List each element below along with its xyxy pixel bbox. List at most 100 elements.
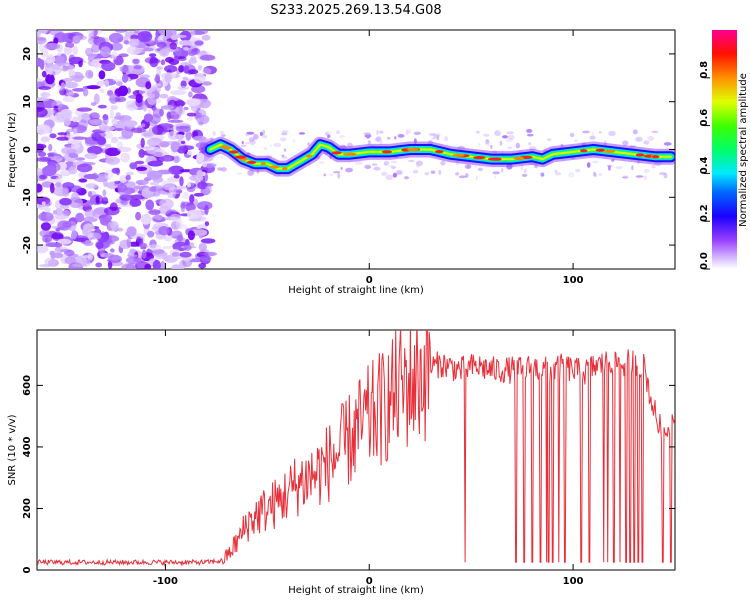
noise-blob — [186, 117, 194, 121]
noise-blob — [69, 185, 83, 193]
noise-blob — [47, 178, 61, 183]
noise-blob — [171, 264, 182, 269]
noise-blob — [458, 175, 467, 179]
noise-blob — [163, 234, 173, 242]
noise-blob — [108, 32, 124, 44]
noise-blob — [40, 222, 52, 231]
noise-blob — [117, 227, 124, 232]
noise-blob — [55, 182, 62, 188]
noise-blob — [84, 209, 96, 219]
ridge-peak — [222, 146, 232, 150]
noise-blob — [379, 139, 383, 145]
noise-blob — [111, 167, 120, 174]
noise-blob — [121, 263, 136, 269]
noise-blob — [154, 77, 161, 83]
noise-blob — [647, 136, 655, 141]
noise-blob — [621, 176, 629, 179]
noise-blob — [82, 216, 98, 223]
noise-blob — [50, 182, 55, 194]
y-tick-label: 10 — [22, 95, 33, 109]
noise-blob — [154, 214, 163, 220]
noise-blob — [107, 220, 119, 232]
noise-blob — [507, 146, 513, 150]
noise-blob — [186, 98, 201, 107]
noise-blob — [159, 93, 169, 99]
snr-panel: -100 0 100 0 200 400 600 Height of straight l… — [7, 329, 676, 596]
noise-blob — [104, 79, 109, 88]
noise-blob — [598, 131, 602, 134]
noise-blob — [236, 172, 243, 175]
noise-blob — [177, 85, 189, 91]
noise-blob — [154, 86, 161, 93]
noise-blob — [48, 66, 53, 76]
noise-blob — [180, 141, 186, 144]
noise-blob — [129, 248, 136, 254]
noise-blob — [41, 165, 57, 177]
colorbar-gradient — [712, 30, 737, 269]
noise-blob — [198, 262, 207, 269]
noise-blob — [141, 249, 147, 259]
noise-blob — [99, 247, 105, 258]
noise-blob — [135, 93, 143, 104]
noise-blob — [153, 151, 163, 157]
noise-blob — [263, 146, 268, 151]
noise-blob — [204, 185, 212, 195]
noise-blob — [63, 47, 72, 55]
noise-blob — [159, 48, 170, 57]
noise-blob — [42, 59, 54, 64]
noise-blob — [37, 30, 49, 34]
noise-blob — [622, 140, 629, 146]
noise-blob — [526, 133, 534, 137]
colorbar-label: Normalized spectral amplitude — [738, 73, 749, 227]
noise-blob — [180, 62, 192, 66]
ridge-peak — [635, 153, 645, 157]
ridge-peak — [473, 156, 486, 160]
ridge-peak — [652, 155, 660, 159]
noise-blob — [81, 255, 92, 259]
ridge-peak — [411, 147, 419, 152]
colorbar-tick-label: 0.2 — [699, 204, 710, 222]
noise-blob — [174, 122, 188, 127]
noise-blob — [81, 258, 91, 267]
noise-blob — [78, 60, 83, 68]
x-tick-label: 0 — [366, 576, 373, 587]
noise-blob — [424, 172, 430, 176]
noise-blob — [127, 104, 135, 108]
noise-blob — [148, 93, 156, 99]
noise-blob — [37, 36, 47, 45]
noise-blob — [363, 132, 371, 135]
noise-blob — [178, 40, 192, 46]
noise-blob — [635, 175, 644, 178]
noise-blob — [325, 131, 329, 136]
ridge-peak — [381, 150, 392, 154]
noise-blob — [490, 144, 493, 149]
noise-blob — [56, 136, 69, 141]
noise-blob — [68, 197, 84, 208]
noise-blob — [554, 172, 562, 176]
noise-blob — [502, 135, 508, 139]
noise-blob — [72, 116, 78, 123]
noise-blob — [390, 161, 398, 164]
noise-blob — [103, 131, 113, 139]
noise-blob — [96, 241, 104, 250]
noise-blob — [248, 137, 255, 142]
noise-blob — [499, 140, 503, 146]
noise-blob — [281, 130, 289, 133]
y-tick-label: 0 — [22, 566, 33, 573]
noise-blob — [40, 92, 51, 98]
spectrogram-y-ticks: -20 -10 0 10 20 — [22, 47, 675, 254]
noise-blob — [219, 130, 225, 134]
noise-blob — [104, 147, 121, 157]
noise-blob — [474, 165, 477, 169]
noise-blob — [82, 85, 98, 90]
noise-blob — [87, 145, 103, 155]
noise-blob — [82, 88, 89, 97]
noise-blob — [193, 135, 207, 141]
noise-blob — [70, 142, 81, 150]
noise-blob — [158, 226, 170, 236]
noise-blob — [506, 131, 515, 135]
noise-blob — [62, 221, 72, 228]
noise-blob — [155, 98, 162, 104]
noise-blob — [177, 147, 187, 154]
noise-blob — [385, 174, 393, 181]
